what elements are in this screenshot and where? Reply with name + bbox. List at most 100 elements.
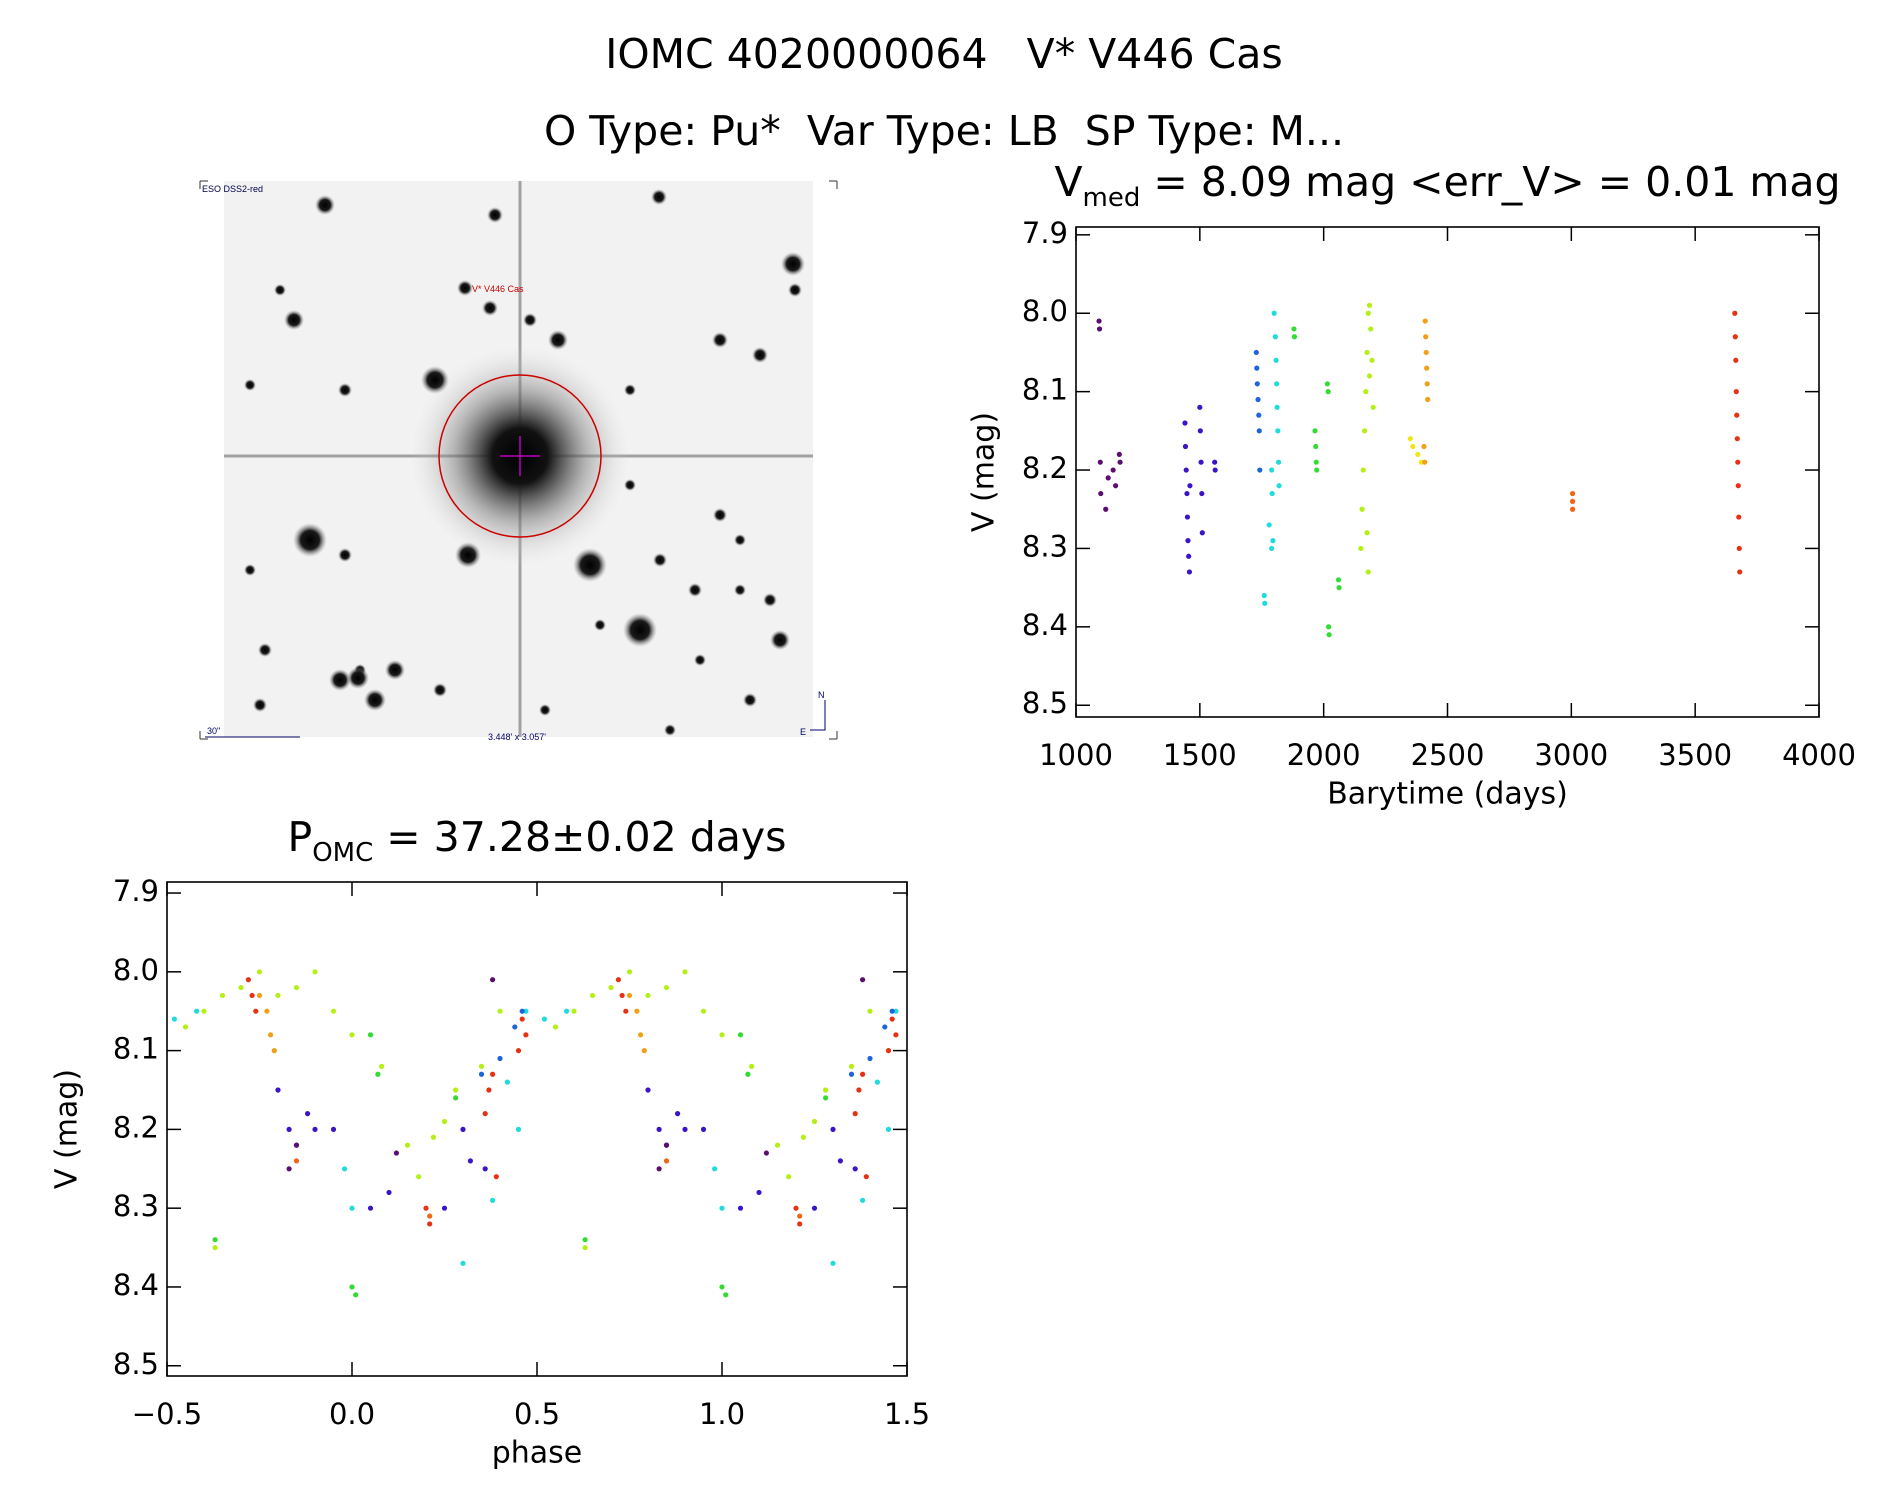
data-point [1117, 459, 1123, 465]
data-point [1733, 357, 1739, 363]
data-point [1184, 514, 1191, 520]
data-point [286, 1126, 292, 1132]
data-point [486, 1087, 492, 1093]
data-point [453, 1087, 459, 1093]
y-tick-label: 8.1 [1022, 373, 1068, 407]
data-point [1421, 443, 1427, 450]
x-tick-label: 2500 [1411, 738, 1485, 772]
data-point [1253, 349, 1259, 356]
data-point [212, 1244, 218, 1251]
data-point [293, 1142, 300, 1148]
data-point [393, 1150, 399, 1156]
data-point [867, 1055, 873, 1062]
data-point [1569, 506, 1576, 512]
data-point [1365, 310, 1371, 316]
data-point [245, 977, 251, 983]
data-point [1183, 467, 1189, 473]
y-tick-label: 7.9 [113, 874, 159, 908]
data-point [427, 1221, 433, 1227]
data-point [416, 1174, 422, 1180]
data-point [1314, 467, 1320, 473]
data-point [552, 1024, 559, 1030]
data-point [638, 1032, 644, 1038]
data-point [330, 1126, 337, 1132]
x-tick-label: 1500 [1163, 738, 1237, 772]
data-point [1336, 585, 1342, 591]
data-point [1270, 538, 1276, 544]
data-point [848, 1071, 855, 1077]
data-point [641, 1048, 647, 1054]
data-point [1312, 428, 1318, 434]
title-rest: = 37.28±0.02 days [373, 813, 786, 861]
data-point [889, 1016, 895, 1022]
data-point [478, 1063, 485, 1069]
data-point [1212, 459, 1218, 465]
data-point [430, 1134, 436, 1140]
data-point [1254, 381, 1260, 387]
data-point [519, 1008, 525, 1014]
data-point [1269, 545, 1275, 552]
data-point [1422, 459, 1428, 465]
data-point [811, 1205, 818, 1211]
data-point [1424, 365, 1430, 371]
y-tick-label: 8.3 [113, 1189, 159, 1223]
data-point [219, 992, 226, 999]
data-point [1271, 310, 1277, 316]
data-point [1197, 404, 1203, 410]
x-tick-label: −0.5 [132, 1397, 202, 1431]
data-point [1369, 357, 1375, 363]
data-point [1423, 349, 1429, 356]
data-point [1096, 318, 1102, 324]
data-point [386, 1189, 392, 1196]
data-point [275, 992, 281, 999]
data-point [719, 1284, 725, 1290]
data-point [268, 1032, 274, 1038]
data-point [1736, 514, 1742, 520]
data-point [460, 1260, 466, 1266]
data-point [441, 1118, 448, 1125]
data-point [712, 1166, 718, 1172]
data-point [482, 1166, 488, 1172]
y-tick-label: 8.0 [113, 953, 159, 987]
data-point [312, 969, 318, 975]
data-point [523, 1032, 529, 1038]
data-point [1313, 459, 1319, 465]
data-point [490, 1071, 496, 1077]
y-tick-label: 8.5 [113, 1347, 159, 1381]
data-point [634, 1008, 640, 1014]
stars [244, 189, 805, 736]
data-point [1103, 506, 1109, 512]
data-point [504, 1079, 510, 1085]
data-point [885, 1048, 892, 1054]
y-axis-label: V (mag) [50, 1069, 85, 1189]
data-point [1261, 592, 1267, 599]
x-tick-label: 1.0 [699, 1397, 745, 1431]
data-point [1325, 389, 1331, 395]
data-point [1363, 389, 1369, 395]
y-tick-label: 8.0 [1022, 294, 1068, 328]
data-point [893, 1032, 899, 1038]
data-point [623, 1008, 629, 1014]
data-point [1184, 490, 1190, 497]
x-tick-label: 4000 [1782, 738, 1856, 772]
title-rest: = 8.09 mag <err_V> = 0.01 mag [1140, 158, 1840, 206]
data-point [823, 1087, 829, 1093]
data-point [564, 1008, 570, 1014]
data-point [663, 984, 670, 991]
data-point [512, 1024, 518, 1030]
data-point [797, 1221, 803, 1227]
y-axis-label: V (mag) [967, 412, 1002, 532]
data-point [823, 1095, 829, 1101]
data-point [1735, 483, 1741, 489]
image-frame [199, 180, 838, 740]
data-point [645, 992, 651, 999]
data-point [663, 1158, 670, 1164]
data-point [852, 1166, 858, 1172]
data-point [286, 1166, 292, 1172]
data-point [1116, 451, 1122, 457]
data-point [663, 1142, 670, 1148]
data-point [349, 1284, 355, 1290]
data-point [749, 1063, 755, 1069]
data-point [682, 969, 688, 975]
